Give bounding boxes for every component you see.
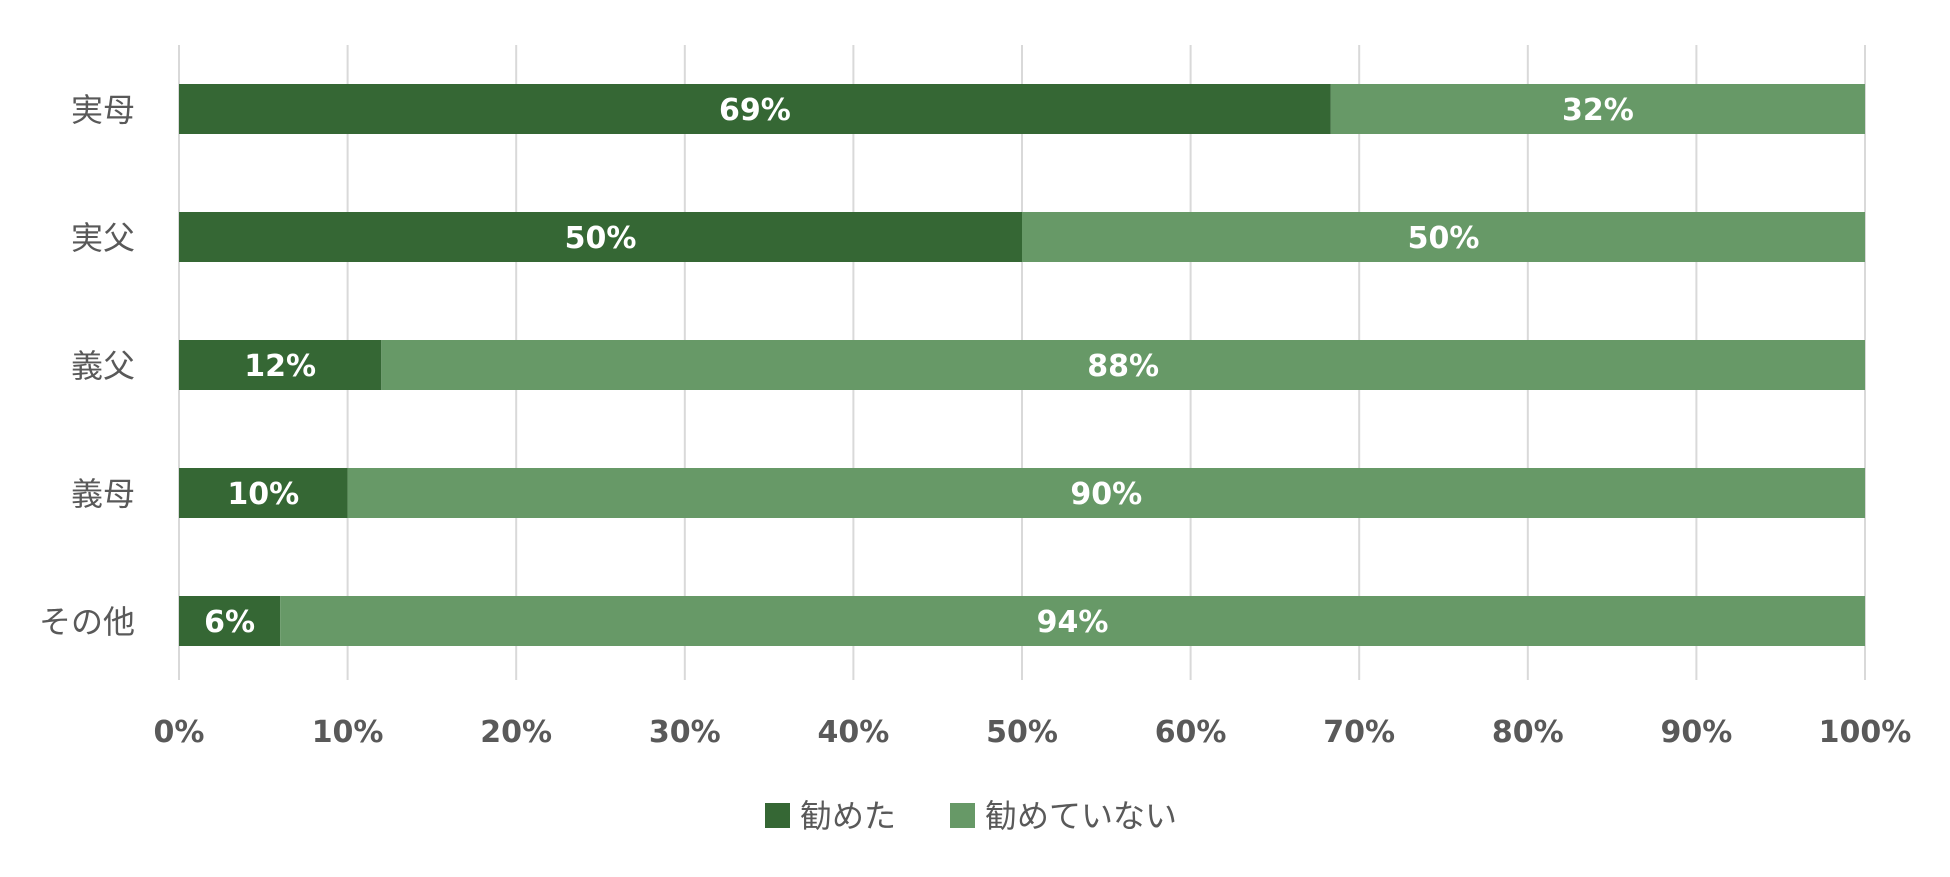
legend-swatch-not-recommended [950,803,975,828]
legend-label-recommended: 勧めた [800,797,896,835]
legend: 勧めた 勧めていない [765,797,1177,835]
bar-segment [280,596,1865,646]
data-label: 6% [204,605,255,640]
data-label: 94% [1037,605,1109,640]
data-label: 12% [244,349,316,384]
category-label: 実父 [71,219,135,257]
data-label: 50% [1408,221,1480,256]
x-tick-label: 30% [649,715,721,750]
data-label: 88% [1087,349,1159,384]
legend-label-not-recommended: 勧めていない [985,797,1177,835]
x-tick-label: 100% [1819,715,1912,750]
x-tick-label: 60% [1155,715,1227,750]
x-tick-label: 20% [480,715,552,750]
bars: 69% 32% 50% 50% 12% 88% 10% 90% 6% 94% [179,84,1866,646]
legend-swatch-recommended [765,803,790,828]
x-tick-label: 70% [1323,715,1395,750]
bar-segment [179,84,1331,134]
category-label: その他 [39,603,135,641]
x-tick-label: 50% [986,715,1058,750]
x-tick-label: 90% [1660,715,1732,750]
data-label: 10% [227,477,299,512]
data-label: 90% [1070,477,1142,512]
data-label: 69% [719,93,791,128]
x-tick-label: 10% [312,715,384,750]
category-label: 実母 [71,91,135,129]
x-axis-ticks: 0% 10% 20% 30% 40% 50% 60% 70% 80% 90% 100% [154,715,1912,750]
category-label: 義父 [71,347,135,385]
bar-segment [179,212,1022,262]
bar-segment [347,468,1866,518]
bar-segment [179,596,281,646]
category-label: 義母 [71,475,135,513]
bar-segment [179,340,382,390]
x-tick-label: 40% [817,715,889,750]
data-label: 50% [565,221,637,256]
x-tick-label: 0% [154,715,205,750]
x-tick-label: 80% [1492,715,1564,750]
data-label: 32% [1562,93,1634,128]
bar-segment [381,340,1865,390]
bar-segment [1022,212,1865,262]
bar-segment [179,468,348,518]
bar-segment [1330,84,1865,134]
